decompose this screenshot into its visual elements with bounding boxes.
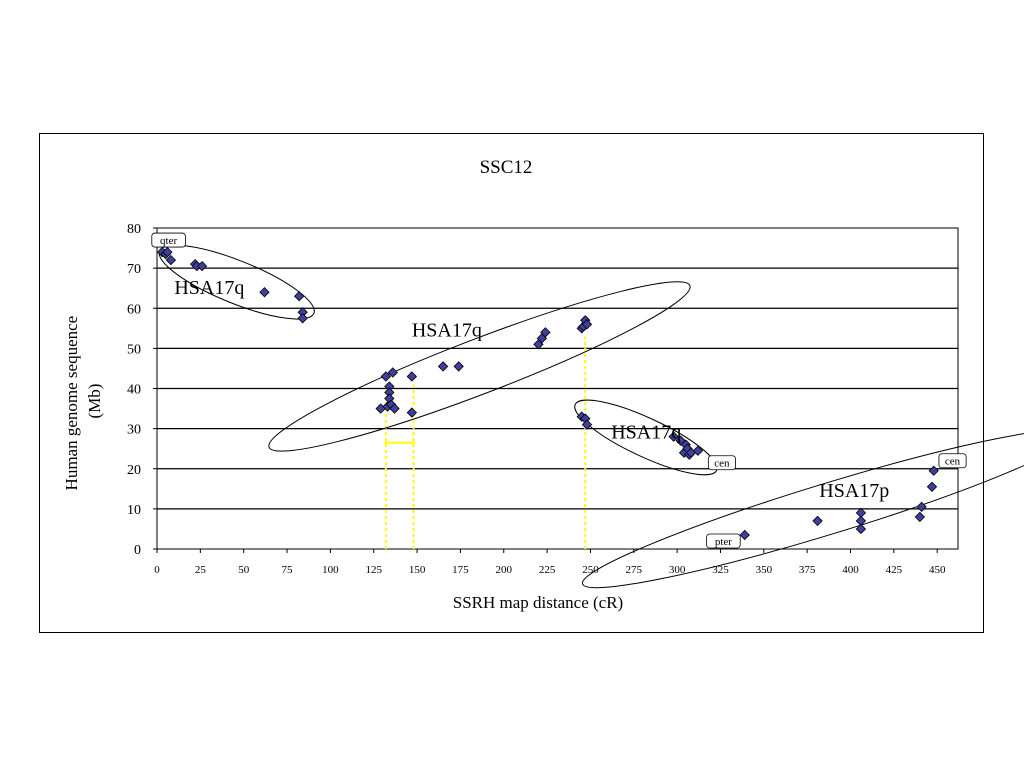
x-tick-label: 200 xyxy=(496,564,513,576)
data-point xyxy=(165,254,177,266)
x-tick-label: 300 xyxy=(669,564,686,576)
boxlabel-layer: qter cen cen pter xyxy=(151,232,967,549)
cluster-ellipse xyxy=(574,399,718,476)
x-tick-label: 350 xyxy=(756,564,773,576)
y-tick-label: 60 xyxy=(127,302,141,317)
data-point xyxy=(692,445,704,456)
point-layer xyxy=(157,246,939,549)
x-tick-label: 125 xyxy=(365,564,382,576)
tick-layer: 0 10 20 30 40 50 60 70 80 0 25 50 75 100 125 150 175 200 2… xyxy=(127,222,946,576)
data-point xyxy=(739,529,750,541)
x-tick-label: 275 xyxy=(626,564,643,576)
x-tick-label: 425 xyxy=(886,564,903,576)
chart-title: SSC12 xyxy=(480,157,533,178)
y-axis-label-line-2: (Mb) xyxy=(85,384,104,419)
data-point xyxy=(928,465,939,476)
data-point xyxy=(926,481,938,492)
data-point xyxy=(453,361,464,372)
boxed-label-frame xyxy=(938,453,967,469)
y-tick-label: 0 xyxy=(134,543,141,558)
x-tick-label: 400 xyxy=(842,564,859,576)
x-tick-label: 450 xyxy=(929,564,946,576)
cluster-label: HSA17q xyxy=(174,277,244,299)
data-point xyxy=(916,501,927,513)
highlight-layer xyxy=(384,336,587,549)
boxed-label-frame xyxy=(707,455,736,471)
y-axis-label: Human genome sequence (Mb) xyxy=(62,312,104,491)
data-point xyxy=(437,361,449,372)
data-point xyxy=(540,327,551,338)
x-tick-label: 25 xyxy=(195,564,207,576)
annotation-layer: HSA17q HSA17q HSA17q HSA17p xyxy=(174,277,889,502)
data-point xyxy=(294,291,305,302)
cluster-ellipse xyxy=(268,281,691,452)
data-point xyxy=(196,260,208,272)
data-point xyxy=(406,407,418,418)
x-axis-label: SSRH map distance (cR) xyxy=(453,593,623,612)
y-tick-label: 80 xyxy=(127,222,141,237)
x-tick-label: 325 xyxy=(712,564,729,576)
data-point xyxy=(297,313,308,324)
data-point xyxy=(914,511,926,523)
x-tick-label: 250 xyxy=(582,564,599,576)
x-tick-label: 100 xyxy=(322,564,339,576)
y-tick-label: 70 xyxy=(127,262,141,277)
boxed-label: cen xyxy=(714,458,730,470)
data-point xyxy=(387,367,398,378)
boxed-label-frame xyxy=(151,232,186,248)
boxed-label-frame xyxy=(706,533,741,549)
y-tick-label: 50 xyxy=(127,342,141,357)
ellipse-layer xyxy=(158,244,1024,589)
x-tick-label: 225 xyxy=(539,564,556,576)
x-tick-label: 50 xyxy=(238,564,250,576)
x-tick-label: 75 xyxy=(282,564,294,576)
x-tick-label: 375 xyxy=(799,564,816,576)
data-point xyxy=(855,523,867,535)
cluster-ellipse xyxy=(581,429,1024,589)
data-point xyxy=(668,431,679,442)
data-point xyxy=(675,435,686,446)
data-point xyxy=(380,371,392,382)
x-tick-label: 0 xyxy=(154,564,160,576)
y-tick-label: 40 xyxy=(127,383,141,398)
y-tick-label: 20 xyxy=(127,463,141,478)
cluster-label: HSA17q xyxy=(611,422,681,444)
data-point xyxy=(162,246,173,258)
x-tick-label: 175 xyxy=(452,564,469,576)
y-axis-label-line-1: Human genome sequence xyxy=(62,316,81,491)
cluster-label: HSA17p xyxy=(819,480,889,502)
boxed-label: cen xyxy=(945,456,961,468)
boxed-label: qter xyxy=(160,235,177,247)
data-point xyxy=(389,403,400,414)
data-point xyxy=(581,319,593,330)
x-tick-label: 150 xyxy=(409,564,426,576)
data-point xyxy=(259,287,270,298)
data-point xyxy=(812,515,823,527)
y-tick-label: 10 xyxy=(127,503,141,518)
y-tick-label: 30 xyxy=(127,423,141,438)
cluster-label: HSA17q xyxy=(412,319,482,341)
grid-layer xyxy=(157,267,958,510)
data-point xyxy=(581,419,593,430)
data-point xyxy=(406,371,418,382)
boxed-label: pter xyxy=(715,536,732,548)
